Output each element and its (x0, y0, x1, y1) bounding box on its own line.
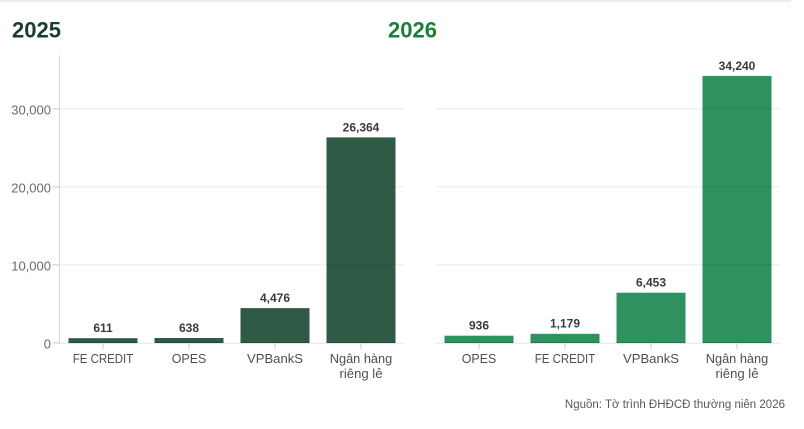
svg-text:611: 611 (93, 321, 113, 335)
svg-text:riêng lẻ: riêng lẻ (716, 366, 759, 381)
svg-text:VPBankS: VPBankS (623, 351, 679, 366)
svg-text:20,000: 20,000 (11, 181, 51, 196)
svg-text:1,179: 1,179 (550, 317, 580, 331)
svg-text:26,364: 26,364 (343, 120, 380, 134)
svg-text:6,453: 6,453 (636, 276, 666, 290)
svg-text:Ngân hàng: Ngân hàng (706, 351, 769, 366)
svg-text:30,000: 30,000 (11, 103, 51, 118)
svg-text:VPBankS: VPBankS (247, 351, 303, 366)
svg-text:0: 0 (44, 337, 51, 352)
svg-text:34,240: 34,240 (719, 59, 756, 73)
svg-text:936: 936 (469, 319, 489, 333)
svg-text:FE CREDIT: FE CREDIT (73, 351, 134, 366)
svg-text:Nguồn: Tờ trình ĐHĐCĐ thường n: Nguồn: Tờ trình ĐHĐCĐ thường niên 2026 (565, 399, 785, 411)
svg-text:FE CREDIT: FE CREDIT (535, 351, 596, 366)
svg-text:2025: 2025 (12, 17, 61, 42)
svg-text:10,000: 10,000 (11, 259, 51, 274)
svg-text:OPES: OPES (462, 351, 497, 366)
svg-text:Ngân hàng: Ngân hàng (330, 351, 393, 366)
svg-text:riêng lẻ: riêng lẻ (340, 366, 383, 381)
svg-text:OPES: OPES (172, 351, 207, 366)
svg-text:2026: 2026 (388, 17, 437, 42)
svg-text:4,476: 4,476 (260, 291, 290, 305)
svg-text:638: 638 (179, 321, 199, 335)
